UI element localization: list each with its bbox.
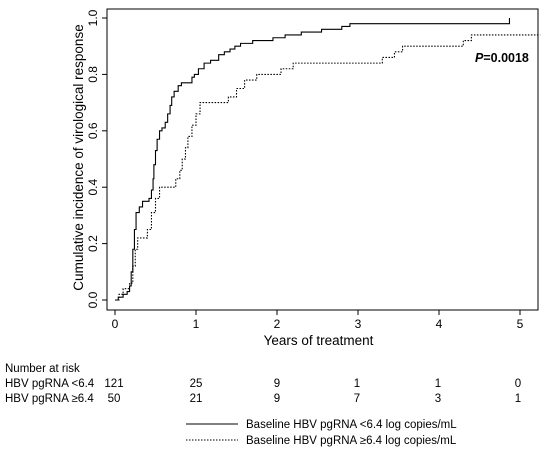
risk-row-label: HBV pgRNA <6.4 [5, 378, 95, 390]
plot-frame [106, 8, 539, 311]
p-value-label: P [475, 51, 484, 65]
risk-cell: 0 [515, 378, 521, 390]
legend: Baseline HBV pgRNA <6.4 log copies/mL Bas… [186, 419, 457, 447]
risk-cell: 9 [274, 378, 280, 390]
risk-cell: 1 [354, 378, 360, 390]
p-value-annotation: P=0.0018 [475, 51, 529, 65]
risk-cell: 21 [190, 393, 203, 405]
x-tick-label: 2 [274, 317, 281, 331]
y-tick-label: 0.6 [86, 122, 100, 139]
y-tick-label: 1.0 [86, 9, 100, 26]
x-tick-label: 0 [112, 317, 119, 331]
x-tick-label: 4 [436, 317, 443, 331]
risk-cell: 3 [435, 393, 441, 405]
plot-area [106, 8, 539, 311]
risk-cell: 50 [108, 393, 121, 405]
series-line-low-pgrna [115, 18, 511, 301]
legend-label: Baseline HBV pgRNA <6.4 log copies/mL [246, 419, 457, 431]
y-tick-label: 0.4 [86, 179, 100, 196]
legend-label: Baseline HBV pgRNA ≥6.4 log copies/mL [246, 435, 457, 447]
x-tick-label: 5 [517, 317, 524, 331]
x-axis-title: Years of treatment [264, 333, 374, 348]
series-group [115, 18, 541, 301]
risk-table-title: Number at risk [5, 363, 80, 375]
risk-cell: 121 [104, 378, 123, 390]
risk-cell: 1 [515, 393, 521, 405]
y-tick-label: 0.2 [86, 235, 100, 252]
y-tick-label: 0.0 [86, 291, 100, 308]
risk-cell: 1 [435, 378, 441, 390]
risk-cell: 9 [274, 393, 280, 405]
axes: 0.0 0.2 0.4 0.6 0.8 1.0 0 1 2 3 4 5 [86, 9, 524, 331]
y-axis-title: Cumulative incidence of virological resp… [71, 24, 86, 290]
y-tick-label: 0.8 [86, 66, 100, 83]
x-tick-label: 1 [193, 317, 200, 331]
risk-row-label: HBV pgRNA ≥6.4 [5, 393, 94, 405]
x-tick-label: 3 [355, 317, 362, 331]
p-value-number: =0.0018 [483, 51, 529, 65]
risk-cell: 7 [354, 393, 360, 405]
series-line-high-pgrna [115, 34, 541, 301]
risk-cell: 25 [190, 378, 203, 390]
